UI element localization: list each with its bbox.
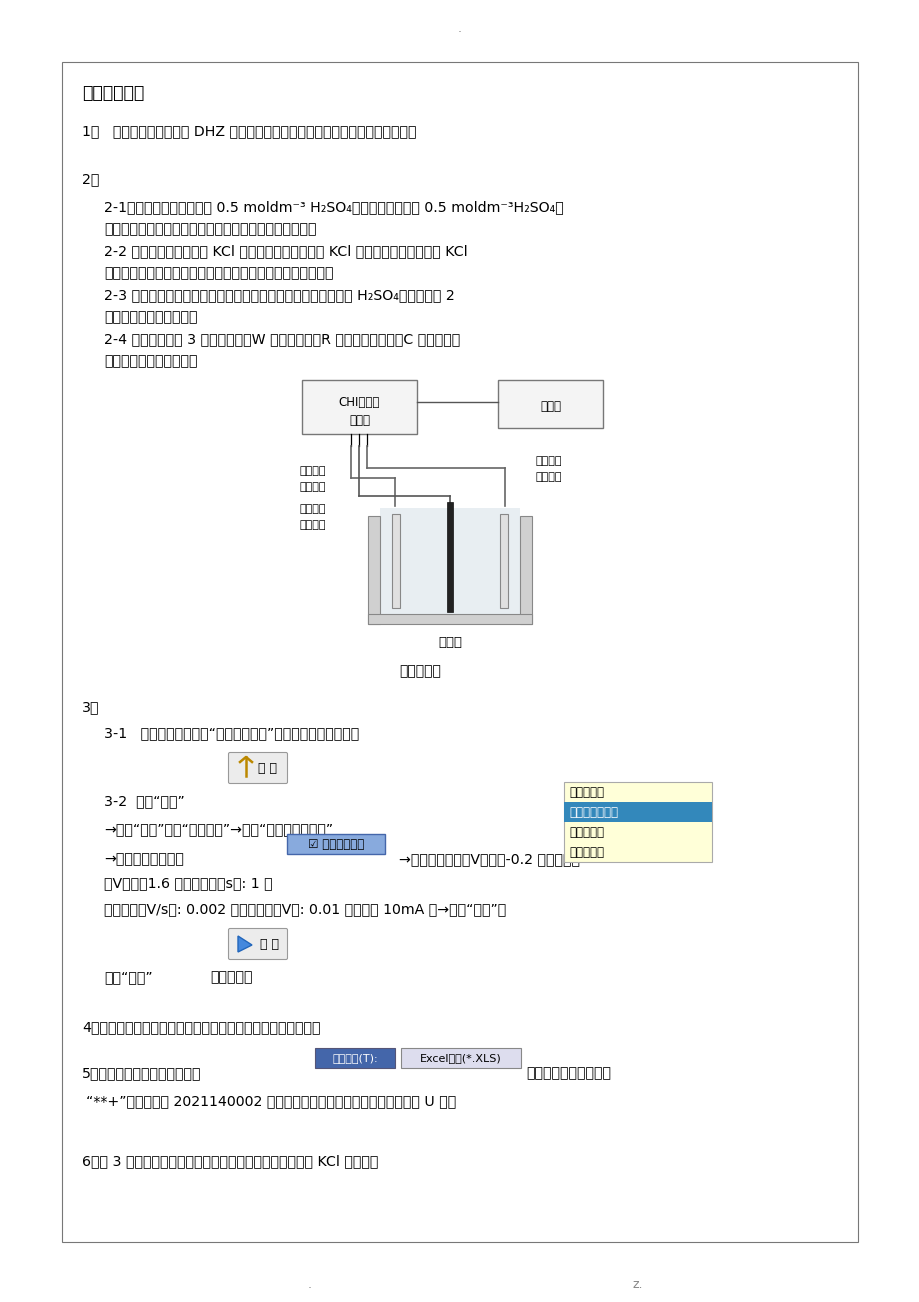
Bar — [391, 514, 400, 608]
Text: 保存类型(T):: 保存类型(T): — [332, 1053, 378, 1062]
Text: 开路电位法: 开路电位法 — [568, 827, 604, 840]
Text: 联 机: 联 机 — [258, 763, 278, 776]
Text: 实验装置图: 实验装置图 — [399, 664, 440, 678]
Text: 开 始: 开 始 — [260, 939, 279, 952]
Bar — [287, 835, 384, 854]
Text: 3-1   双击电脑桌面上的“电化学工作站”电化学测量系统软件。: 3-1 双击电脑桌面上的“电化学工作站”电化学测量系统软件。 — [104, 727, 358, 740]
Text: 2-3 用细砂纸将镍片电极的一面打磨至光亮，再将镍片电极置于 H₂SO₄溶液中浸泡 2: 2-3 用细砂纸将镍片电极的一面打磨至光亮，再将镍片电极置于 H₂SO₄溶液中浸… — [104, 288, 454, 302]
FancyBboxPatch shape — [228, 753, 287, 784]
Text: 存到桌面。并以实验者: 存到桌面。并以实验者 — [526, 1066, 610, 1079]
Text: 6、把 3 个电极从电解池中取出，洗净。甘汞电极放入饱和 KCl 溶液中。: 6、把 3 个电极从电解池中取出，洗净。甘汞电极放入饱和 KCl 溶液中。 — [82, 1154, 378, 1168]
Bar — [563, 802, 711, 822]
Bar — [314, 1048, 394, 1068]
Text: →点击“设置”里的“实验设置”→点击“线性扫描伏安法”: →点击“设置”里的“实验设置”→点击“线性扫描伏安法” — [104, 822, 333, 836]
Bar — [563, 783, 711, 862]
Bar — [301, 380, 416, 434]
Text: 电解池: 电解池 — [437, 635, 461, 648]
Text: 4、实验过程中，通过鼠标显示，记下所需要的点的横纵坐标。: 4、实验过程中，通过鼠标显示，记下所需要的点的横纵坐标。 — [82, 1019, 320, 1034]
Text: 2-1、洗净电解池，注入约 0.5 moldm⁻³ H₂SO₄溶液〔实际操作中 0.5 moldm⁻³H₂SO₄溶: 2-1、洗净电解池，注入约 0.5 moldm⁻³ H₂SO₄溶液〔实际操作中 … — [104, 201, 563, 214]
Text: 1、   开启电脑电源。开启 DHZ 型电化学站测量系统的电源〔开关在仪器反面〕。: 1、 开启电脑电源。开启 DHZ 型电化学站测量系统的电源〔开关在仪器反面〕。 — [82, 124, 416, 138]
Text: 研究电极: 研究电极 — [300, 504, 326, 514]
Bar — [499, 514, 507, 608]
Text: 电极。如以下列图所示。: 电极。如以下列图所示。 — [104, 354, 198, 368]
Text: 循环伏安法: 循环伏安法 — [568, 786, 604, 799]
Text: 点击“开场”: 点击“开场” — [104, 970, 153, 984]
Text: 计时电流法: 计时电流法 — [568, 846, 604, 859]
Text: 计算机: 计算机 — [539, 400, 561, 413]
Text: 四、实验步骤: 四、实验步骤 — [82, 85, 144, 102]
Polygon shape — [238, 936, 252, 952]
Text: 3、: 3、 — [82, 700, 99, 713]
Text: “**+”命名，如为 2021140002 玉。同时把数据图截屏，保存图片，存入 U 盘。: “**+”命名，如为 2021140002 玉。同时把数据图截屏，保存图片，存入… — [85, 1094, 456, 1108]
Text: 线性扫描伏安法: 线性扫描伏安法 — [568, 806, 618, 819]
Text: z.: z. — [632, 1279, 642, 1292]
Text: CHI电化学: CHI电化学 — [338, 396, 380, 409]
Text: 5、待实验停顿后，可将数据以: 5、待实验停顿后，可将数据以 — [82, 1066, 201, 1079]
Bar — [380, 508, 519, 615]
Text: 2、: 2、 — [82, 172, 99, 186]
Text: →设置初始电位〔V〕为：-0.2 。终止电位: →设置初始电位〔V〕为：-0.2 。终止电位 — [399, 852, 579, 866]
Bar — [519, 516, 531, 624]
Text: →选择溶液电阻补偿: →选择溶液电阻补偿 — [104, 852, 184, 866]
Text: 溶液。用蒸馏水洗净甘汞电极和铂电极后将安装于电解池上。: 溶液。用蒸馏水洗净甘汞电极和铂电极后将安装于电解池上。 — [104, 266, 334, 280]
Bar — [401, 1048, 520, 1068]
FancyBboxPatch shape — [228, 928, 287, 960]
Text: 参比电极: 参比电极 — [300, 466, 326, 477]
Text: 液已经注入，除非溶液已发蓝否则无需倒掉重新注入〕。: 液已经注入，除非溶液已发蓝否则无需倒掉重新注入〕。 — [104, 223, 316, 236]
Bar — [447, 503, 452, 612]
Text: （白色）: （白色） — [300, 482, 326, 492]
Text: .: . — [458, 22, 461, 35]
Bar — [368, 615, 531, 624]
Text: 分钟，安装于电解池上。: 分钟，安装于电解池上。 — [104, 310, 198, 324]
Text: 2-2 检查饱和甘汞电极中 KCl 溶液的液面高度，假设 KCl 溶液过少，请参加饱和 KCl: 2-2 检查饱和甘汞电极中 KCl 溶液的液面高度，假设 KCl 溶液过少，请参… — [104, 243, 467, 258]
Text: ☑ 溶液电阻补偿: ☑ 溶液电阻补偿 — [308, 837, 364, 850]
Text: .: . — [308, 1279, 312, 1292]
Bar — [62, 62, 857, 1242]
Text: 扫描速度〔V/s〕: 0.002 。采样间隔〔V〕: 0.01 。灵敏度 10mA 。→点击“确定”－: 扫描速度〔V/s〕: 0.002 。采样间隔〔V〕: 0.01 。灵敏度 10m… — [104, 902, 505, 917]
Text: （红色）: （红色） — [536, 473, 562, 482]
Text: 3-2  点击“联机”: 3-2 点击“联机” — [104, 794, 185, 809]
Text: 2-4 电化学系统与 3 个电极连接。W 端连接镍片，R 端连接参比电极，C 端连接辅助: 2-4 电化学系统与 3 个电极连接。W 端连接镍片，R 端连接参比电极，C 端… — [104, 332, 460, 346]
Text: 〔V〕为：1.6 。静止时间〔s〕: 1 。: 〔V〕为：1.6 。静止时间〔s〕: 1 。 — [104, 876, 272, 891]
Text: 进展实验。: 进展实验。 — [210, 970, 252, 984]
Bar — [368, 516, 380, 624]
Text: 分析仪: 分析仪 — [348, 414, 369, 427]
Text: （绿色）: （绿色） — [300, 519, 326, 530]
Text: 辅助电极: 辅助电极 — [536, 456, 562, 466]
Text: Excel文件(*.XLS): Excel文件(*.XLS) — [420, 1053, 502, 1062]
Bar — [497, 380, 602, 428]
